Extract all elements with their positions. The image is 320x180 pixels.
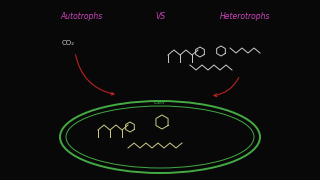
Text: Cell: Cell <box>154 100 166 105</box>
Text: Heterotrophs: Heterotrophs <box>220 12 270 21</box>
FancyArrowPatch shape <box>214 78 239 97</box>
Text: Autotrophs: Autotrophs <box>61 12 103 21</box>
Text: VS: VS <box>155 12 165 21</box>
FancyArrowPatch shape <box>76 55 114 95</box>
Text: CO₂: CO₂ <box>62 40 75 46</box>
